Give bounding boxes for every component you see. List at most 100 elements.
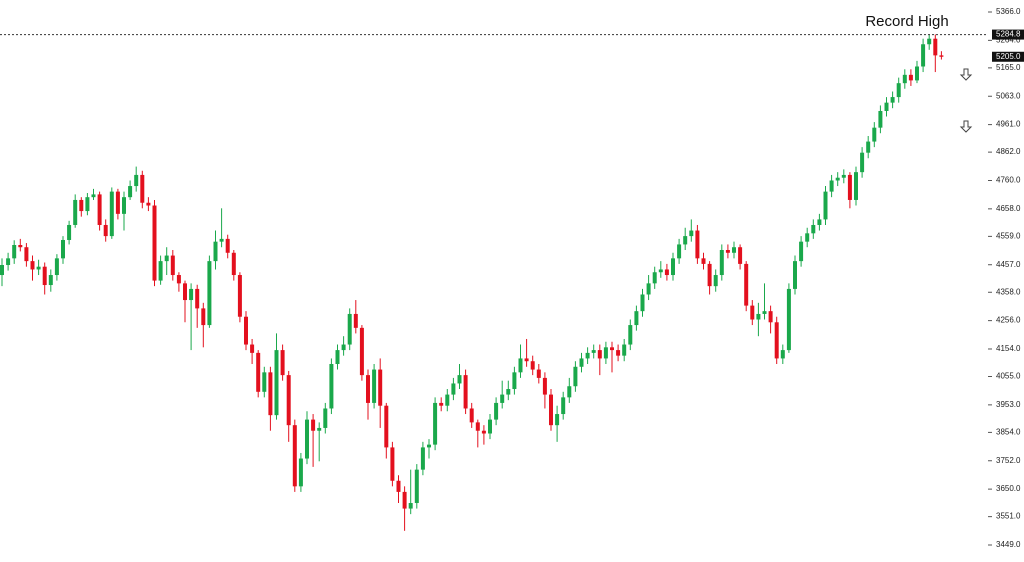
candle-body bbox=[774, 322, 779, 359]
candle-body bbox=[469, 408, 474, 423]
candle-body bbox=[835, 177, 840, 181]
candle-body bbox=[213, 241, 218, 262]
candle-body bbox=[372, 369, 377, 403]
candle-body bbox=[512, 372, 517, 390]
candle-body bbox=[48, 275, 53, 286]
candle-body bbox=[183, 283, 187, 301]
candle-body bbox=[908, 74, 913, 81]
candle-body bbox=[451, 383, 456, 395]
record-high-label-box bbox=[992, 29, 1024, 40]
candle-body bbox=[927, 38, 932, 45]
candle-body bbox=[762, 311, 767, 314]
y-tick-label: 3449.0 bbox=[996, 540, 1021, 549]
candle-body bbox=[646, 283, 651, 295]
down-arrow-icon bbox=[959, 68, 973, 133]
candle-body bbox=[353, 313, 358, 328]
candle-body bbox=[823, 191, 828, 220]
candle-body bbox=[579, 358, 584, 367]
y-tick-label: 3551.0 bbox=[996, 512, 1021, 521]
candle-body bbox=[146, 202, 151, 206]
candle-body bbox=[36, 266, 41, 270]
candle-body bbox=[152, 205, 157, 281]
candle-body bbox=[518, 358, 523, 373]
candle-body bbox=[744, 263, 749, 306]
candle-body bbox=[286, 375, 291, 426]
candle-body bbox=[549, 394, 553, 426]
candle-body bbox=[500, 394, 505, 403]
candle-body bbox=[134, 174, 139, 187]
candle-body bbox=[298, 458, 303, 487]
candle-body bbox=[567, 386, 572, 398]
y-tick-label: 3953.0 bbox=[996, 400, 1021, 409]
candle-body bbox=[335, 350, 340, 364]
candle-body bbox=[408, 503, 413, 509]
y-tick-label: 4559.0 bbox=[996, 231, 1021, 240]
candle-body bbox=[488, 419, 492, 434]
y-tick-label: 5264.0 bbox=[996, 35, 1021, 44]
candle-body bbox=[457, 375, 462, 384]
candle-body bbox=[683, 236, 688, 245]
candle-body bbox=[262, 372, 267, 392]
candle-body bbox=[634, 311, 639, 326]
y-tick-label: 4457.0 bbox=[996, 260, 1021, 269]
candle-body bbox=[256, 352, 261, 392]
candle-body bbox=[725, 250, 730, 253]
candle-body bbox=[591, 350, 596, 353]
candle-body bbox=[695, 230, 700, 259]
candle-body bbox=[341, 344, 346, 351]
y-tick-label: 4358.0 bbox=[996, 287, 1021, 296]
candle-body bbox=[402, 491, 407, 509]
candle-body bbox=[536, 369, 541, 378]
candle-body bbox=[305, 419, 309, 459]
candle-body bbox=[805, 233, 810, 242]
candle-body bbox=[274, 350, 279, 416]
annotation: Record High bbox=[865, 13, 948, 30]
candle-body bbox=[933, 38, 938, 56]
candle-body bbox=[292, 425, 297, 487]
candle-body bbox=[12, 244, 17, 259]
candle-body bbox=[847, 174, 852, 200]
candle-body bbox=[158, 261, 163, 281]
candle-body bbox=[164, 255, 169, 262]
candle-body bbox=[420, 447, 425, 470]
candle-body bbox=[738, 247, 743, 264]
candle-body bbox=[921, 44, 926, 67]
candle-body bbox=[854, 172, 858, 200]
candle-body bbox=[109, 191, 114, 237]
y-tick-label: 4961.0 bbox=[996, 120, 1021, 129]
candle-body bbox=[732, 247, 736, 253]
candle-body bbox=[494, 402, 499, 420]
candle-body bbox=[939, 55, 944, 57]
candle-body bbox=[189, 288, 194, 301]
y-tick-label: 4154.0 bbox=[996, 344, 1021, 353]
candle-body bbox=[6, 258, 11, 266]
candle-body bbox=[573, 366, 578, 387]
candle-body bbox=[640, 294, 645, 312]
candle-body bbox=[878, 110, 883, 128]
candle-body bbox=[329, 363, 334, 409]
candle-body bbox=[841, 174, 846, 178]
candle-body bbox=[433, 402, 438, 445]
candle-body bbox=[18, 244, 23, 248]
y-tick-label: 5063.0 bbox=[996, 91, 1021, 100]
candle-body bbox=[122, 197, 126, 214]
y-tick-label: 5366.0 bbox=[996, 7, 1021, 16]
candle-body bbox=[73, 199, 78, 225]
candle-body bbox=[786, 288, 791, 351]
candle-body bbox=[244, 316, 248, 345]
candle-body bbox=[115, 191, 120, 214]
record-high-label: 5284.8 bbox=[996, 30, 1021, 39]
candle-body bbox=[79, 199, 84, 212]
candle-body bbox=[896, 83, 901, 98]
candle-body bbox=[616, 350, 621, 356]
candle-body bbox=[384, 405, 389, 448]
candle-body bbox=[317, 427, 322, 431]
candle-body bbox=[250, 344, 255, 353]
candle-body bbox=[347, 313, 352, 345]
y-tick-label: 4862.0 bbox=[996, 147, 1021, 156]
y-tick-label: 4256.0 bbox=[996, 316, 1021, 325]
candle-body bbox=[524, 358, 529, 362]
candle-body bbox=[756, 313, 761, 320]
candle-body bbox=[719, 250, 724, 276]
candle-body bbox=[366, 375, 370, 403]
